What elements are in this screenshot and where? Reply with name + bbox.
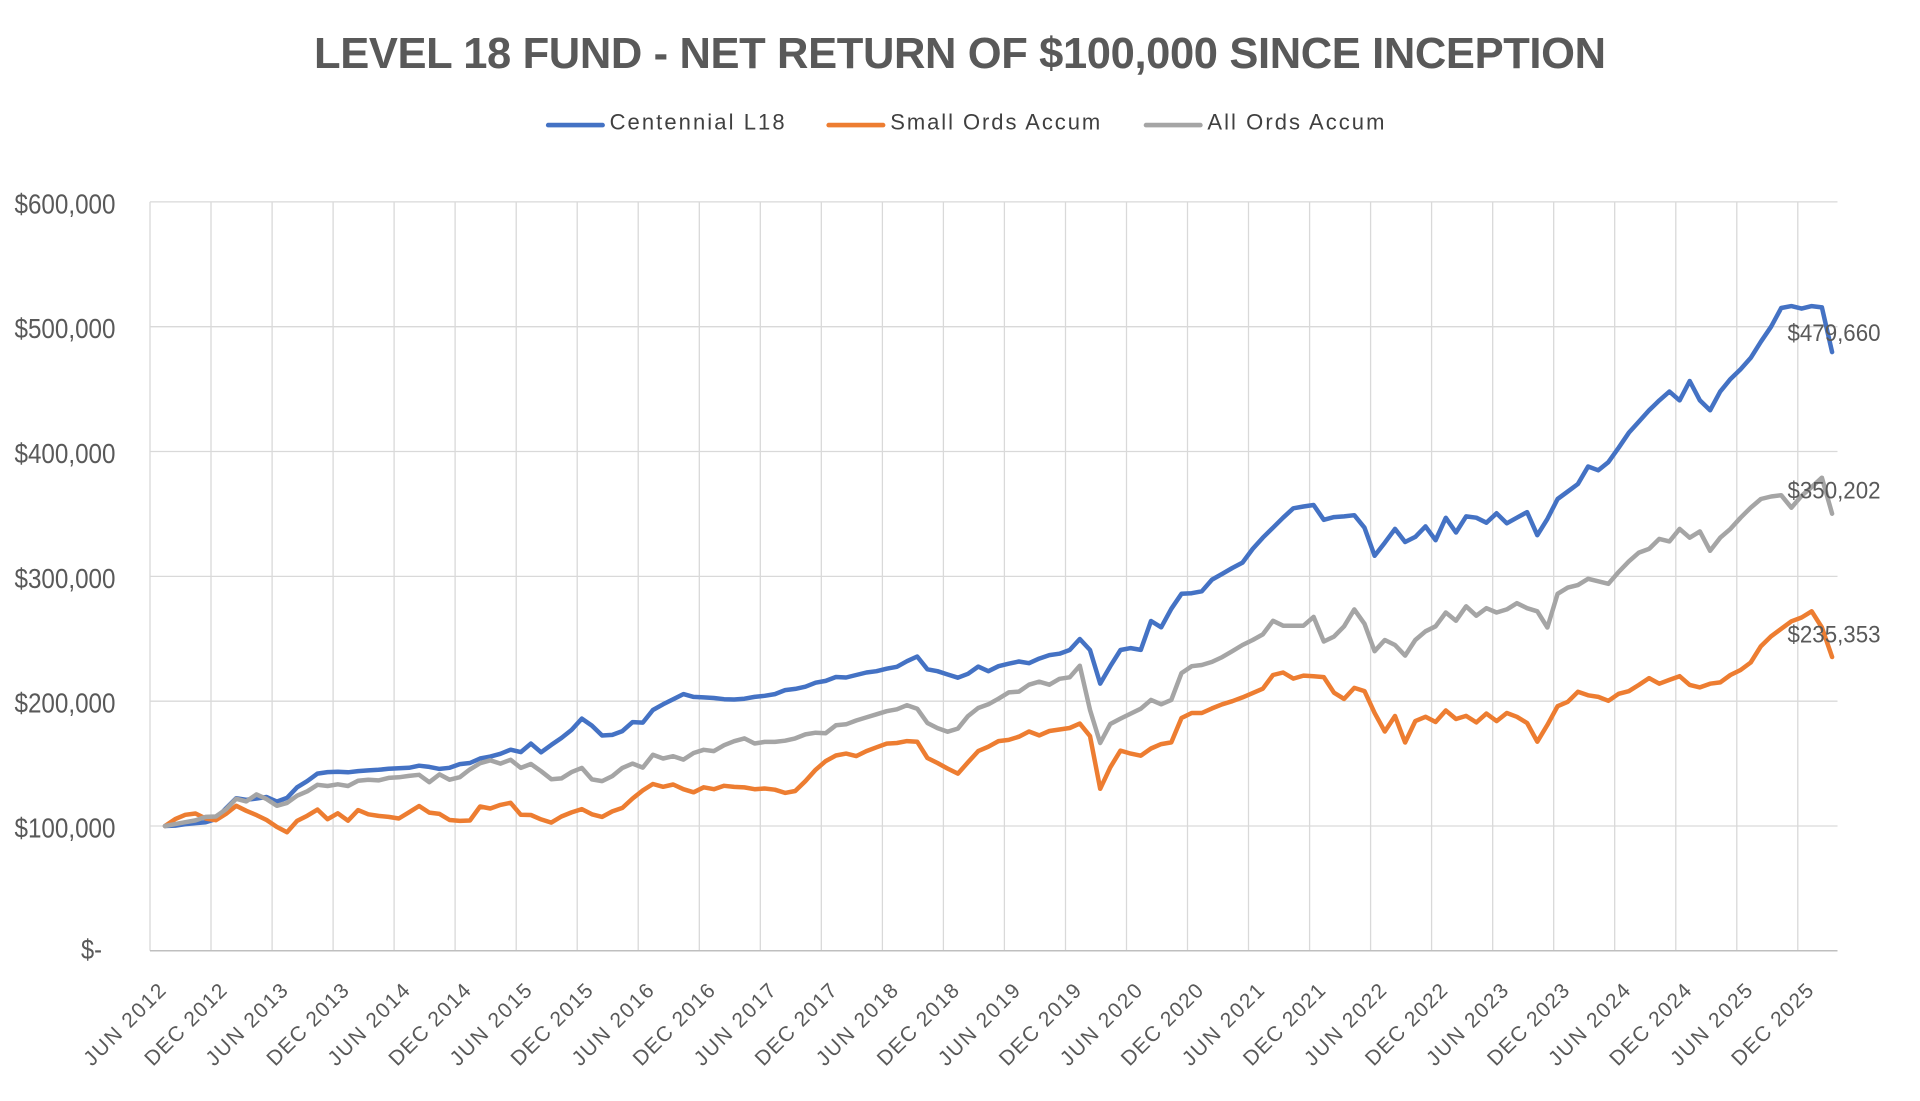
svg-text:$-: $- (81, 934, 102, 965)
svg-text:$600,000: $600,000 (15, 188, 116, 219)
svg-text:$350,202: $350,202 (1788, 478, 1881, 505)
svg-text:$500,000: $500,000 (15, 313, 116, 344)
svg-text:$200,000: $200,000 (15, 688, 116, 719)
svg-text:Small Ords Accum: Small Ords Accum (890, 110, 1100, 135)
svg-text:All Ords Accum: All Ords Accum (1207, 110, 1384, 135)
svg-text:$300,000: $300,000 (15, 563, 116, 594)
svg-text:$100,000: $100,000 (15, 813, 116, 844)
svg-text:Centennial L18: Centennial L18 (610, 110, 785, 135)
svg-text:$400,000: $400,000 (15, 438, 116, 469)
svg-text:$479,660: $479,660 (1788, 320, 1881, 347)
svg-text:LEVEL 18 FUND - NET RETURN OF: LEVEL 18 FUND - NET RETURN OF $100,000 S… (314, 30, 1606, 78)
svg-text:$235,353: $235,353 (1788, 622, 1881, 649)
